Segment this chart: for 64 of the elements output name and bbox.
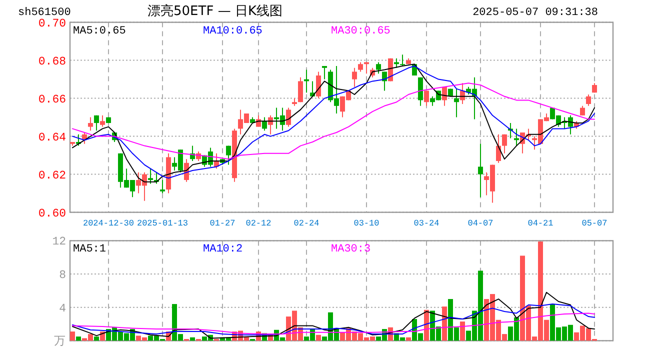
x-tick-label: 2025-01-13	[136, 218, 188, 228]
candlestick	[478, 143, 483, 198]
y-tick-label: 万	[54, 334, 66, 349]
text: 2025-05-07 09:31:38	[472, 7, 598, 19]
bar	[76, 336, 81, 341]
candlestick	[358, 62, 363, 72]
y-tick-label: 0.64	[38, 131, 66, 144]
candlestick	[262, 116, 267, 132]
y-tick-label: 8	[59, 269, 66, 282]
candlestick	[580, 105, 585, 116]
x-tick-label: 03-24	[414, 218, 440, 228]
candlestick	[286, 107, 291, 128]
bar	[190, 337, 195, 341]
bar	[70, 332, 75, 341]
y-tick-label: 0.66	[38, 93, 66, 106]
candlestick	[364, 62, 369, 74]
candlestick	[400, 54, 405, 66]
line-series	[72, 292, 595, 339]
x-tick-label: 01-27	[210, 218, 236, 228]
candlestick	[226, 145, 231, 166]
y-tick-label: 0.70	[38, 17, 66, 30]
candlestick	[514, 128, 519, 146]
candlestick	[94, 114, 99, 132]
x-tick-label: 05-07	[582, 218, 608, 228]
candlestick	[352, 67, 357, 88]
x-tick-label: 03-10	[354, 218, 380, 228]
text: MA5:0.65	[73, 25, 126, 38]
text: MA10:0.65	[203, 25, 262, 38]
candlestick	[100, 114, 105, 128]
bar	[406, 337, 411, 341]
candlestick	[88, 116, 93, 132]
text: MA30:3	[331, 244, 371, 256]
text: MA30:0.65	[331, 25, 390, 38]
y-tick-label: 4	[59, 302, 66, 316]
candlestick	[418, 76, 423, 106]
y-tick-label: 0.68	[38, 55, 66, 68]
x-tick-label: 02-24	[294, 218, 320, 228]
y-tick-label: 12	[52, 236, 66, 249]
candlestick	[586, 94, 591, 106]
line-series	[72, 304, 595, 336]
text: MA5:1	[73, 244, 106, 256]
candlestick	[298, 76, 303, 103]
bar	[316, 334, 321, 341]
candlestick	[160, 180, 165, 194]
chart-title: 漂亮50ETF — 日K线图	[148, 3, 282, 19]
candlestick	[454, 88, 459, 118]
text: sh561500	[18, 7, 71, 19]
bar	[442, 306, 447, 341]
bar	[94, 336, 99, 341]
x-tick-label: 04-07	[468, 218, 494, 228]
candlestick	[148, 168, 153, 184]
candlestick	[376, 62, 381, 74]
x-tick-label: 2024-12-30	[82, 218, 134, 228]
text: MA10:2	[203, 244, 243, 256]
x-tick-label: 02-12	[246, 218, 272, 228]
candlestick	[502, 134, 507, 154]
candlestick	[322, 66, 327, 80]
candlestick	[394, 58, 399, 68]
x-tick-label: 04-21	[528, 218, 554, 228]
y-tick-label: 0.60	[38, 207, 66, 220]
candlestick	[424, 90, 429, 106]
line-series	[72, 312, 595, 335]
y-tick-label: 0.62	[38, 169, 66, 182]
bar	[460, 322, 465, 341]
